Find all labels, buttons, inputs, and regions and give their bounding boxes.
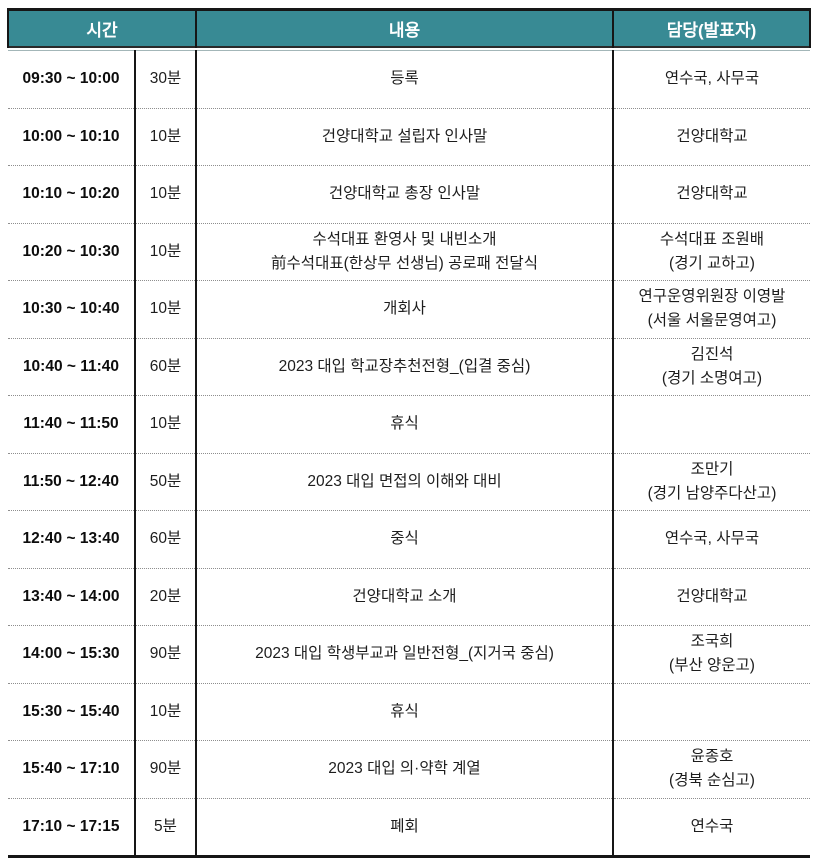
cell-time: 11:40 ~ 11:50 [8, 395, 136, 454]
cell-content: 중식 [196, 510, 614, 569]
cell-duration: 10분 [135, 108, 197, 166]
cell-speaker: 수석대표 조원배 (경기 교하고) [613, 223, 810, 281]
cell-time: 13:40 ~ 14:00 [8, 568, 136, 626]
cell-content: 휴식 [196, 395, 614, 454]
cell-content: 개회사 [196, 280, 614, 339]
cell-duration: 50분 [135, 453, 197, 511]
cell-content: 2023 대입 학생부교과 일반전형_(지거국 중심) [196, 625, 614, 684]
cell-duration: 10분 [135, 395, 197, 454]
cell-content: 폐회 [196, 798, 614, 857]
cell-speaker: 건양대학교 [613, 568, 810, 626]
cell-time: 10:30 ~ 10:40 [8, 280, 136, 339]
header-cell-speaker: 담당(발표자) [612, 8, 811, 47]
table-row: 10:00 ~ 10:10 10분 건양대학교 설립자 인사말 건양대학교 [8, 108, 810, 166]
header-divider-cell [8, 46, 810, 51]
cell-speaker: 연수국, 사무국 [613, 510, 810, 569]
table-row: 11:40 ~ 11:50 10분 휴식 [8, 395, 810, 454]
schedule-table: 시간 내용 담당(발표자) 09:30 ~ 10:00 30분 등록 연수국, … [7, 8, 811, 858]
cell-time: 10:40 ~ 11:40 [8, 338, 136, 396]
cell-duration: 60분 [135, 338, 197, 396]
table-row: 12:40 ~ 13:40 60분 중식 연수국, 사무국 [8, 510, 810, 569]
cell-duration: 10분 [135, 223, 197, 281]
cell-content: 건양대학교 설립자 인사말 [196, 108, 614, 166]
cell-speaker: 건양대학교 [613, 108, 810, 166]
cell-speaker [613, 683, 810, 741]
cell-time: 15:30 ~ 15:40 [8, 683, 136, 741]
cell-content: 건양대학교 소개 [196, 568, 614, 626]
cell-content: 등록 [196, 50, 614, 109]
cell-time: 12:40 ~ 13:40 [8, 510, 136, 569]
cell-speaker: 연구운영위원장 이영발 (서울 서울문영여고) [613, 280, 810, 339]
table-row: 14:00 ~ 15:30 90분 2023 대입 학생부교과 일반전형_(지거… [8, 625, 810, 684]
cell-content: 2023 대입 학교장추천전형_(입결 중심) [196, 338, 614, 396]
header-cell-time: 시간 [7, 8, 197, 47]
cell-content: 휴식 [196, 683, 614, 741]
cell-duration: 20분 [135, 568, 197, 626]
cell-time: 11:50 ~ 12:40 [8, 453, 136, 511]
cell-duration: 30분 [135, 50, 197, 109]
cell-speaker [613, 395, 810, 454]
cell-time: 15:40 ~ 17:10 [8, 740, 136, 799]
cell-speaker: 조만기 (경기 남양주다산고) [613, 453, 810, 511]
table-row: 10:40 ~ 11:40 60분 2023 대입 학교장추천전형_(입결 중심… [8, 338, 810, 396]
header-divider-line [8, 46, 810, 51]
cell-time: 09:30 ~ 10:00 [8, 50, 136, 109]
table-body: 09:30 ~ 10:00 30분 등록 연수국, 사무국 10:00 ~ 10… [8, 50, 810, 857]
cell-duration: 5분 [135, 798, 197, 857]
cell-time: 10:20 ~ 10:30 [8, 223, 136, 281]
cell-duration: 90분 [135, 625, 197, 684]
cell-speaker: 연수국 [690, 817, 734, 835]
cell-speaker: 건양대학교 [613, 165, 810, 224]
cell-content: 2023 대입 의·약학 계열 [196, 740, 614, 799]
table-row: 11:50 ~ 12:40 50분 2023 대입 면접의 이해와 대비 조만기… [8, 453, 810, 511]
cell-duration: 60분 [135, 510, 197, 569]
cell-speaker: 김진석 (경기 소명여고) [613, 338, 810, 396]
cell-time: 10:00 ~ 10:10 [8, 108, 136, 166]
table-row: 13:40 ~ 14:00 20분 건양대학교 소개 건양대학교 [8, 568, 810, 626]
cell-duration: 10분 [135, 280, 197, 339]
table-header: 시간 내용 담당(발표자) [7, 8, 811, 51]
cell-content: 2023 대입 면접의 이해와 대비 [196, 453, 614, 511]
table-row: 15:40 ~ 17:10 90분 2023 대입 의·약학 계열 윤종호 (경… [8, 740, 810, 799]
cell-speaker: 윤종호 (경북 순심고) [613, 740, 810, 799]
cell-speaker: 조국희 (부산 양운고) [613, 625, 810, 684]
cell-time: 14:00 ~ 15:30 [8, 625, 136, 684]
cell-time: 17:10 ~ 17:15 [8, 798, 136, 857]
cell-duration: 90분 [135, 740, 197, 799]
cell-content: 수석대표 환영사 및 내빈소개 前수석대표(한상무 선생님) 공로패 전달식 [196, 223, 614, 281]
cell-time: 10:10 ~ 10:20 [8, 165, 136, 224]
table-row: 10:30 ~ 10:40 10분 개회사 연구운영위원장 이영발 (서울 서울… [8, 280, 810, 339]
cell-duration: 10분 [135, 683, 197, 741]
table-row: 15:30 ~ 15:40 10분 휴식 [8, 683, 810, 741]
header-cell-content: 내용 [195, 8, 614, 47]
cell-duration: 10분 [135, 165, 197, 224]
cell-speaker: 연수국, 사무국 [613, 50, 810, 109]
table-row: 17:10 ~ 17:15 5분 폐회 연수국 [8, 798, 810, 857]
header-row: 시간 내용 담당(발표자) [7, 8, 811, 47]
cell-content: 건양대학교 총장 인사말 [196, 165, 614, 224]
table-row: 09:30 ~ 10:00 30분 등록 연수국, 사무국 [8, 50, 810, 109]
table-row: 10:20 ~ 10:30 10분 수석대표 환영사 및 내빈소개 前수석대표(… [8, 223, 810, 281]
table-row: 10:10 ~ 10:20 10분 건양대학교 총장 인사말 건양대학교 [8, 165, 810, 224]
